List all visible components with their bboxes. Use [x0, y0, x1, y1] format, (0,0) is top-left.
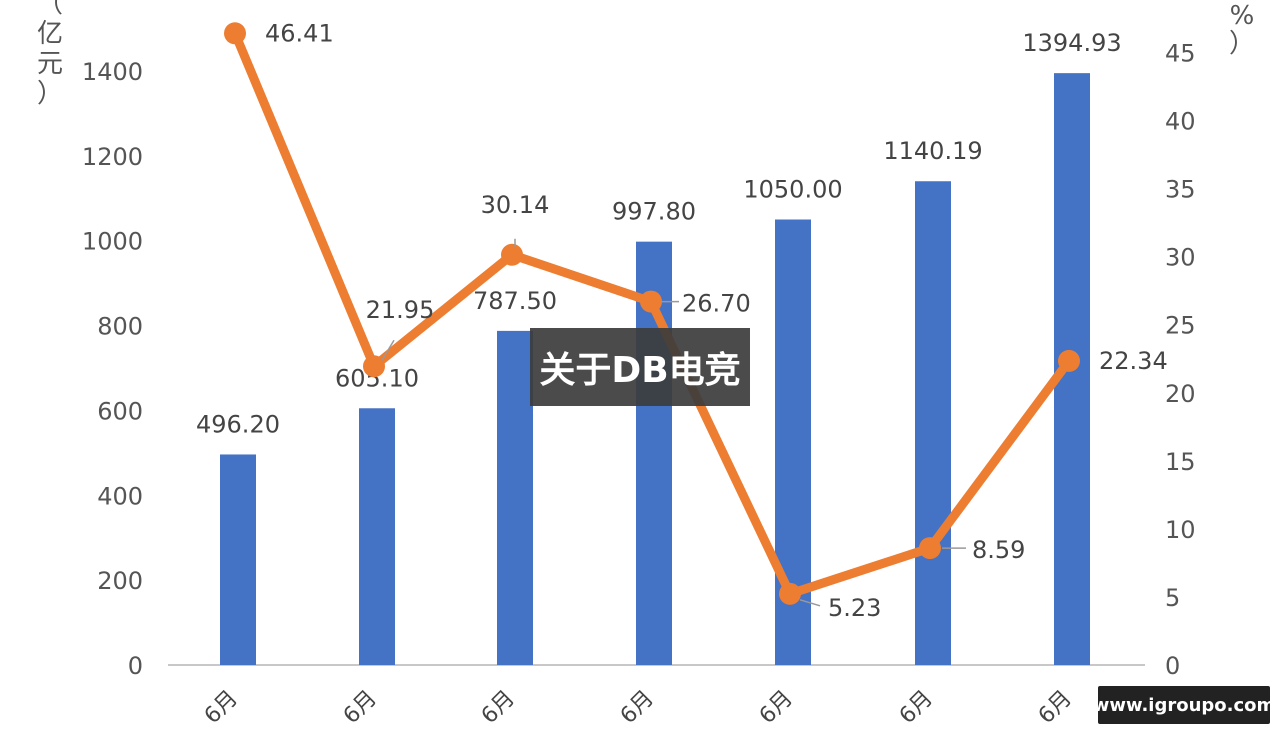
title-overlay: 关于DB电竞 [530, 328, 750, 406]
line-point [640, 290, 662, 313]
right-tick-label: 10 [1165, 516, 1196, 544]
left-tick-label: 600 [97, 397, 143, 425]
right-tick-label: 15 [1165, 448, 1196, 476]
right-tick-label: 20 [1165, 380, 1196, 408]
line-value-label: 22.34 [1099, 347, 1168, 375]
bar-series [220, 73, 1090, 666]
bar-value-label: 1140.19 [883, 137, 982, 165]
bar-value-label: 1050.00 [743, 176, 842, 204]
bar [220, 454, 256, 665]
right-unit-char: % [1230, 1, 1255, 31]
left-axis-ticks: 0 200 400 600 800 1000 1200 1400 [82, 58, 143, 680]
x-tick-label: 6月 [200, 686, 243, 729]
bar-value-label: 1394.93 [1022, 29, 1121, 57]
left-tick-label: 200 [97, 567, 143, 595]
left-tick-label: 800 [97, 313, 143, 341]
bar [359, 408, 395, 665]
line-point [363, 355, 385, 378]
right-axis-ticks: 0 5 10 15 20 25 30 35 40 45 [1165, 40, 1196, 681]
left-unit-char: ） [37, 79, 63, 109]
x-axis-labels: 6月 6月 6月 6月 6月 6月 6月 [200, 686, 1077, 729]
x-tick-label: 6月 [895, 686, 938, 729]
line-value-label: 26.70 [682, 290, 751, 318]
line-point [779, 582, 801, 605]
line-value-label: 30.14 [481, 191, 550, 219]
bar-data-labels: 496.20605.10787.50997.801050.001140.1913… [196, 29, 1122, 438]
bar-value-label: 496.20 [196, 410, 280, 438]
x-tick-label: 6月 [755, 686, 798, 729]
left-unit-char: 元 [37, 49, 63, 79]
x-tick-label: 6月 [477, 686, 520, 729]
label-leader [381, 339, 395, 361]
right-axis-unit-label: %） [1229, 1, 1255, 59]
right-tick-label: 35 [1165, 176, 1196, 204]
left-tick-label: 0 [128, 652, 143, 680]
label-leader [799, 599, 821, 607]
line-point [919, 537, 941, 560]
right-unit-char: ） [1229, 29, 1255, 59]
right-tick-label: 0 [1165, 652, 1180, 680]
right-tick-label: 40 [1165, 108, 1196, 136]
x-tick-label: 6月 [339, 686, 382, 729]
line-point [224, 22, 246, 45]
bar [915, 181, 951, 665]
watermark: www.igroupo.com [1093, 686, 1275, 724]
right-tick-label: 45 [1165, 40, 1196, 68]
line-series [224, 22, 1080, 605]
line-value-label: 46.41 [265, 19, 334, 47]
left-tick-label: 1000 [82, 228, 143, 256]
line-data-labels: 46.41 21.95 30.14 26.70 5.23 8.59 22.34 [265, 19, 1168, 622]
right-tick-label: 25 [1165, 312, 1196, 340]
x-tick-label: 6月 [1034, 686, 1077, 729]
left-tick-label: 400 [97, 482, 143, 510]
line-value-label: 5.23 [828, 594, 881, 622]
right-tick-label: 5 [1165, 584, 1180, 612]
left-tick-label: 1200 [82, 143, 143, 171]
bar-value-label: 997.80 [612, 198, 696, 226]
left-tick-label: 1400 [82, 58, 143, 86]
left-unit-char: （ [37, 0, 63, 19]
left-unit-char: 亿 [37, 19, 63, 49]
right-tick-label: 30 [1165, 244, 1196, 272]
line-point [1058, 349, 1080, 372]
x-tick-label: 6月 [616, 686, 659, 729]
bar [497, 330, 533, 665]
left-axis-unit-label: （亿元） [37, 0, 63, 109]
line-value-label: 21.95 [366, 296, 435, 324]
bar-value-label: 787.50 [473, 287, 557, 315]
line-value-label: 8.59 [972, 536, 1025, 564]
line-point [501, 243, 523, 266]
